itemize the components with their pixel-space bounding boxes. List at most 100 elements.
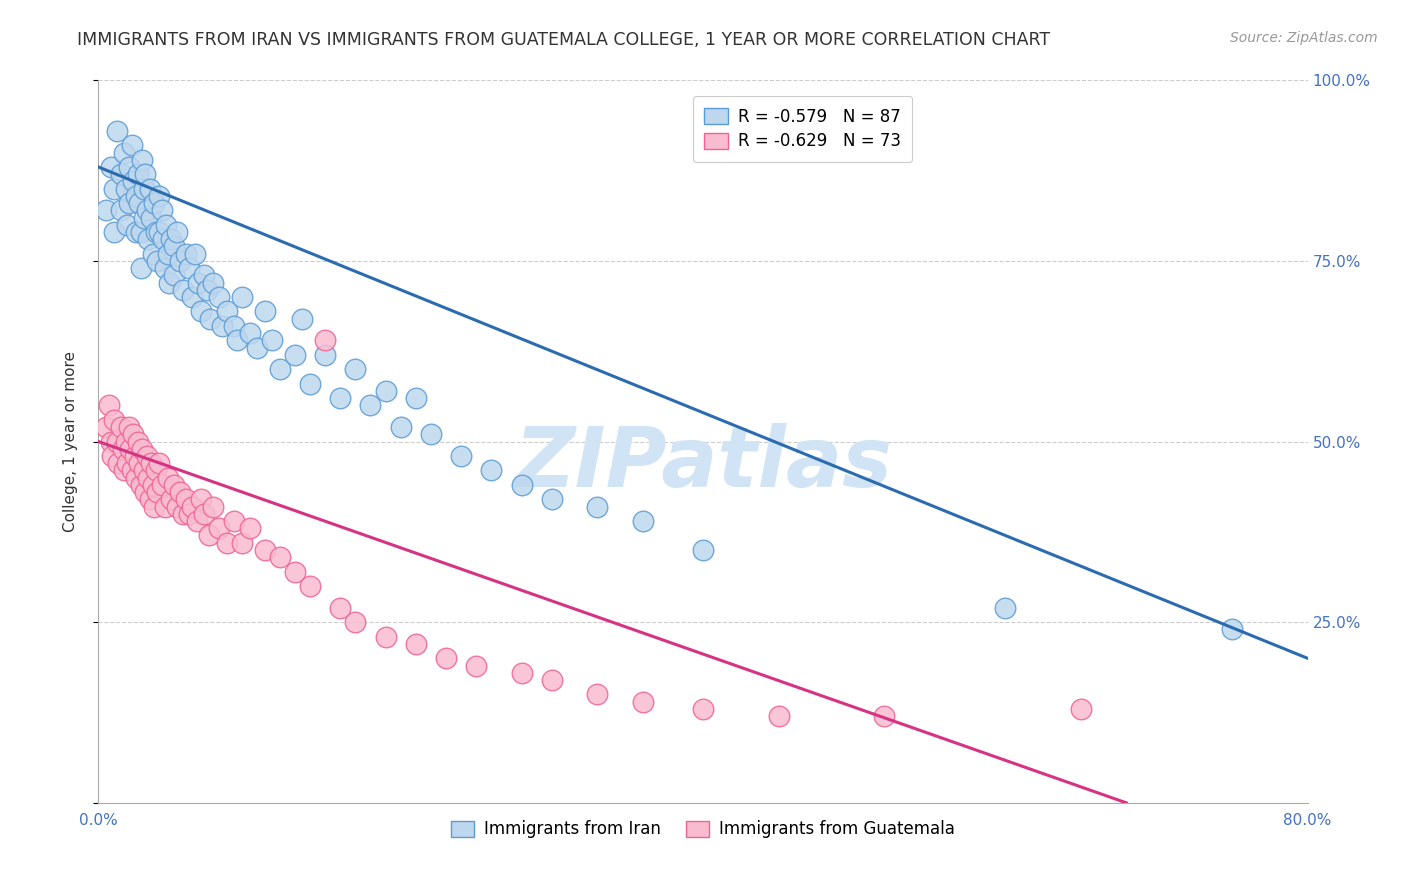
Point xyxy=(253,304,276,318)
Point xyxy=(269,550,291,565)
Point xyxy=(105,434,128,449)
Text: ZIPatlas: ZIPatlas xyxy=(515,423,891,504)
Point xyxy=(215,535,238,549)
Point xyxy=(142,478,165,492)
Point xyxy=(1070,702,1092,716)
Point xyxy=(193,507,215,521)
Point xyxy=(420,427,443,442)
Point xyxy=(181,290,204,304)
Point xyxy=(129,478,152,492)
Point xyxy=(124,449,146,463)
Point xyxy=(100,434,122,449)
Point xyxy=(160,232,183,246)
Point xyxy=(692,702,714,716)
Point xyxy=(186,514,208,528)
Point xyxy=(1220,623,1243,637)
Point xyxy=(197,528,219,542)
Point xyxy=(284,565,307,579)
Text: Source: ZipAtlas.com: Source: ZipAtlas.com xyxy=(1230,31,1378,45)
Point xyxy=(166,225,188,239)
Point xyxy=(156,470,179,484)
Point xyxy=(132,211,155,225)
Point xyxy=(208,290,231,304)
Point xyxy=(153,261,176,276)
Point xyxy=(405,391,427,405)
Point xyxy=(141,456,163,470)
Point xyxy=(190,492,212,507)
Point xyxy=(163,268,186,283)
Point xyxy=(179,507,201,521)
Point xyxy=(873,709,896,723)
Point xyxy=(540,673,562,687)
Point xyxy=(510,478,533,492)
Point xyxy=(187,276,209,290)
Point xyxy=(103,225,125,239)
Point xyxy=(148,189,170,203)
Point xyxy=(132,182,155,196)
Point xyxy=(631,514,654,528)
Point xyxy=(118,160,141,174)
Point xyxy=(299,579,322,593)
Point xyxy=(122,427,145,442)
Point xyxy=(135,203,157,218)
Point xyxy=(253,542,276,557)
Point xyxy=(152,232,174,246)
Point xyxy=(160,492,183,507)
Point xyxy=(136,470,159,484)
Point xyxy=(360,398,382,412)
Point xyxy=(139,182,162,196)
Point xyxy=(150,203,173,218)
Point xyxy=(465,658,488,673)
Point xyxy=(540,492,562,507)
Point xyxy=(110,420,132,434)
Point xyxy=(115,456,138,470)
Point xyxy=(118,196,141,211)
Point xyxy=(159,276,181,290)
Point xyxy=(127,167,149,181)
Point xyxy=(768,709,790,723)
Point xyxy=(100,160,122,174)
Point xyxy=(98,398,121,412)
Point xyxy=(125,189,148,203)
Point xyxy=(148,225,170,239)
Point xyxy=(481,463,503,477)
Point xyxy=(631,695,654,709)
Point xyxy=(128,456,150,470)
Point xyxy=(135,449,157,463)
Point xyxy=(586,500,609,514)
Point xyxy=(193,268,215,283)
Point xyxy=(128,196,150,211)
Point xyxy=(299,376,322,391)
Point xyxy=(143,500,166,514)
Point xyxy=(146,253,169,268)
Point xyxy=(374,384,396,398)
Point xyxy=(110,203,132,218)
Point xyxy=(190,304,212,318)
Point xyxy=(153,500,176,514)
Point xyxy=(132,463,155,477)
Point xyxy=(269,362,291,376)
Point xyxy=(127,434,149,449)
Point xyxy=(156,246,179,260)
Point xyxy=(94,203,117,218)
Point xyxy=(131,442,153,456)
Point xyxy=(224,514,246,528)
Point xyxy=(172,507,194,521)
Point xyxy=(169,253,191,268)
Point xyxy=(163,478,186,492)
Point xyxy=(169,485,191,500)
Point xyxy=(174,492,197,507)
Point xyxy=(224,318,246,333)
Point xyxy=(208,521,231,535)
Point xyxy=(142,246,165,260)
Point xyxy=(150,478,173,492)
Point xyxy=(174,246,197,260)
Point xyxy=(120,442,142,456)
Point xyxy=(215,304,238,318)
Point xyxy=(226,334,249,348)
Point xyxy=(107,456,129,470)
Point xyxy=(181,500,204,514)
Point xyxy=(145,225,167,239)
Point xyxy=(115,218,138,232)
Point xyxy=(121,463,143,477)
